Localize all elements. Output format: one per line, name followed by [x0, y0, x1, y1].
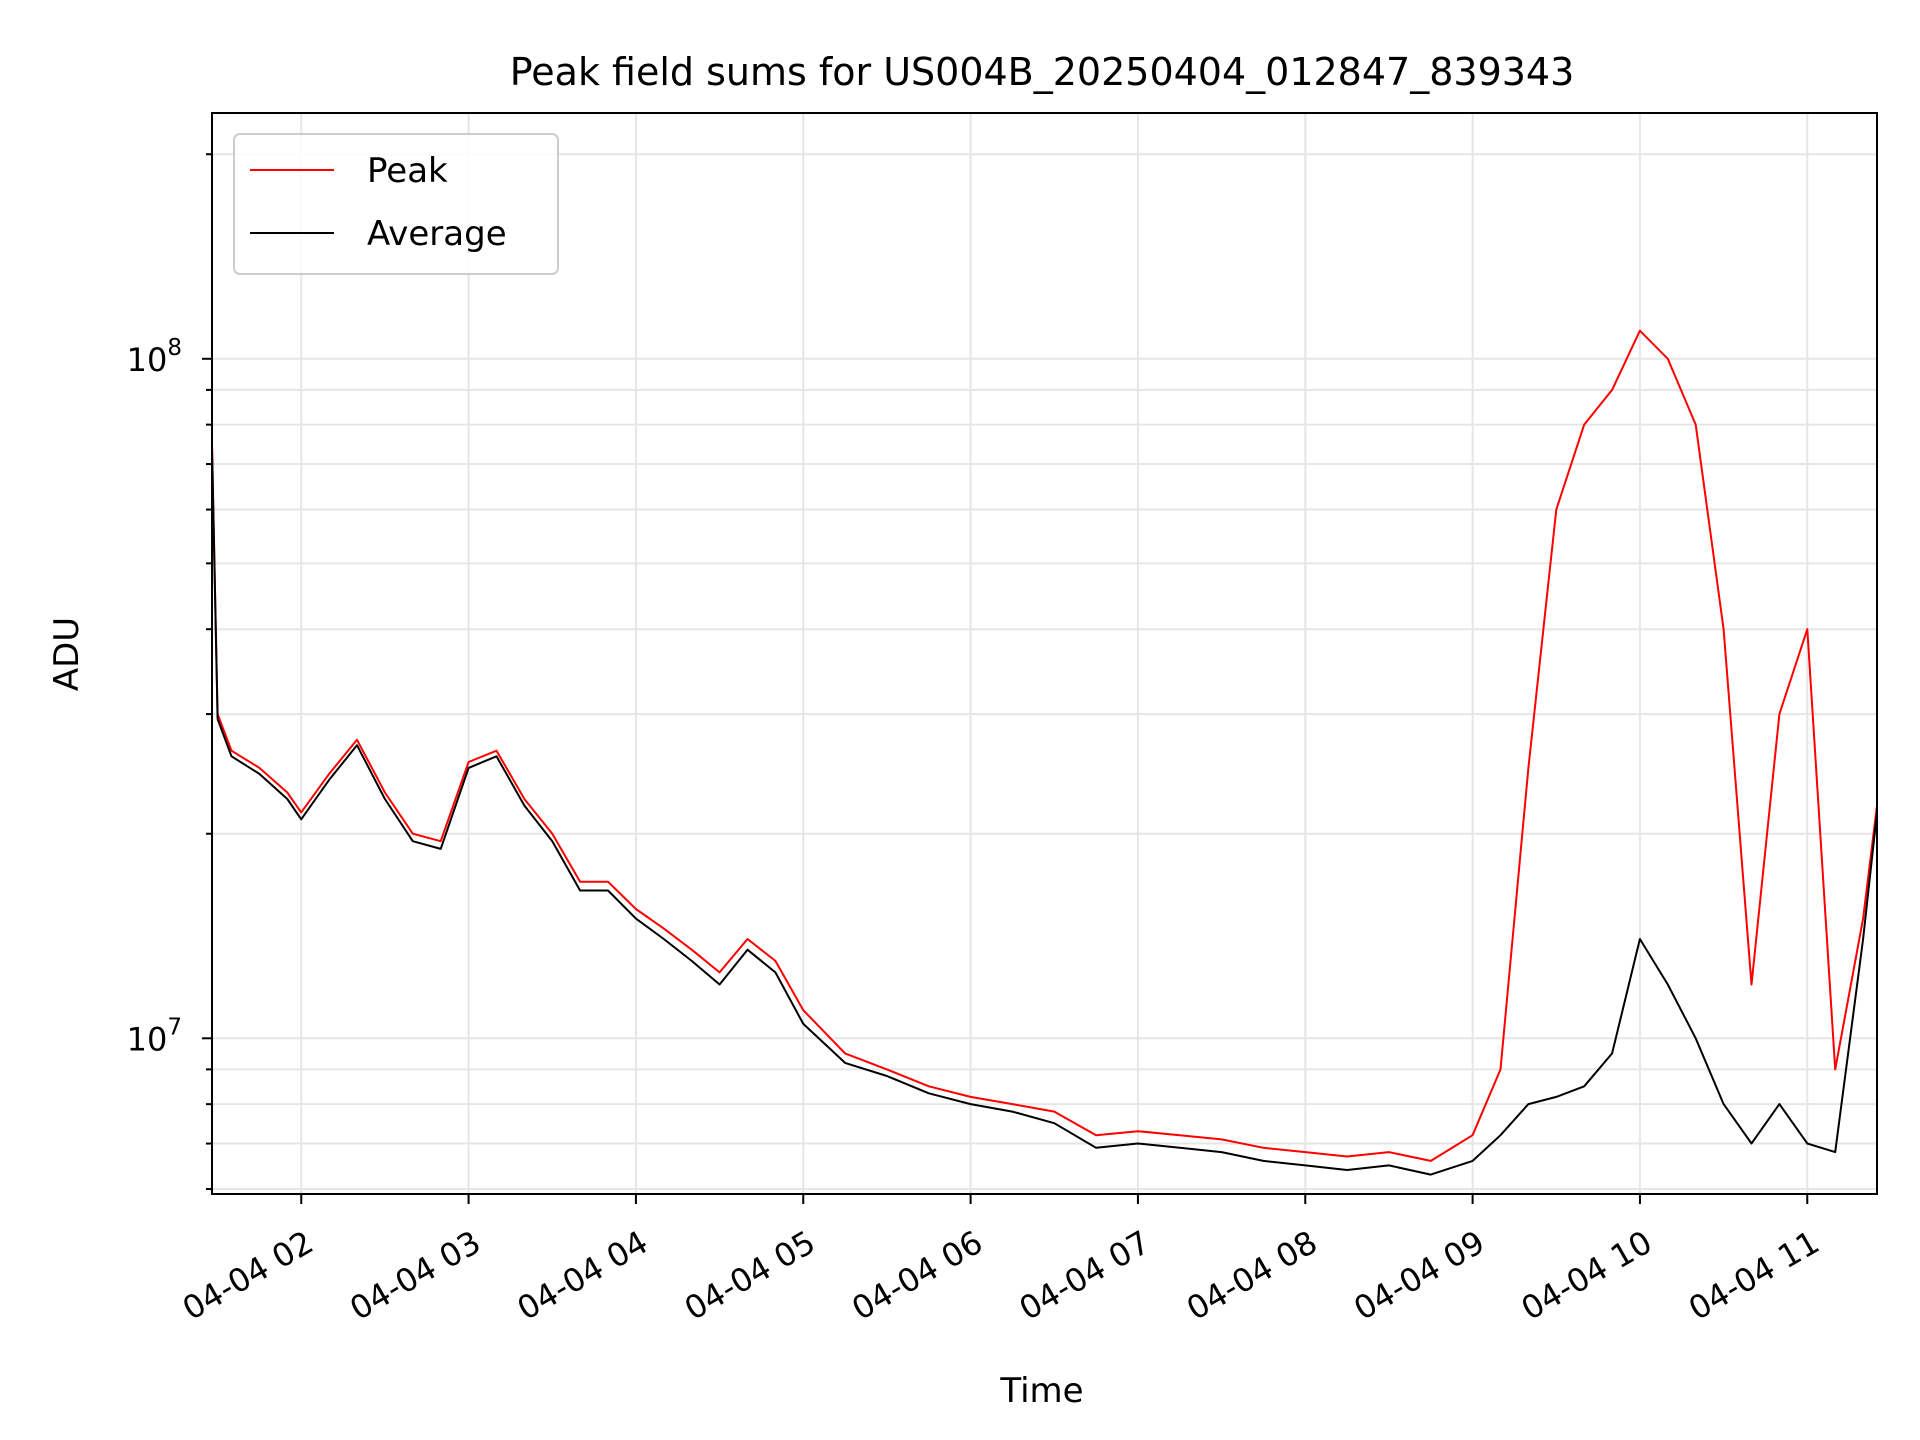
y-axis-label: ADU	[47, 617, 87, 691]
chart-title: Peak field sums for US004B_20250404_0128…	[510, 50, 1575, 94]
grid	[212, 113, 1877, 1194]
legend-peak-label: Peak	[367, 151, 448, 191]
y-axis: 107 108	[127, 153, 212, 1191]
y-tick-label: 107	[127, 1014, 182, 1058]
plot-frame	[211, 112, 1878, 1195]
legend-average-label: Average	[367, 214, 507, 254]
series-line-peak	[212, 329, 1877, 1162]
series-line-average	[212, 447, 1877, 1176]
y-tick-label: 108	[127, 335, 182, 379]
x-axis-label: Time	[999, 1371, 1083, 1411]
plot-area	[212, 329, 1877, 1176]
legend: Peak Average	[233, 133, 559, 275]
